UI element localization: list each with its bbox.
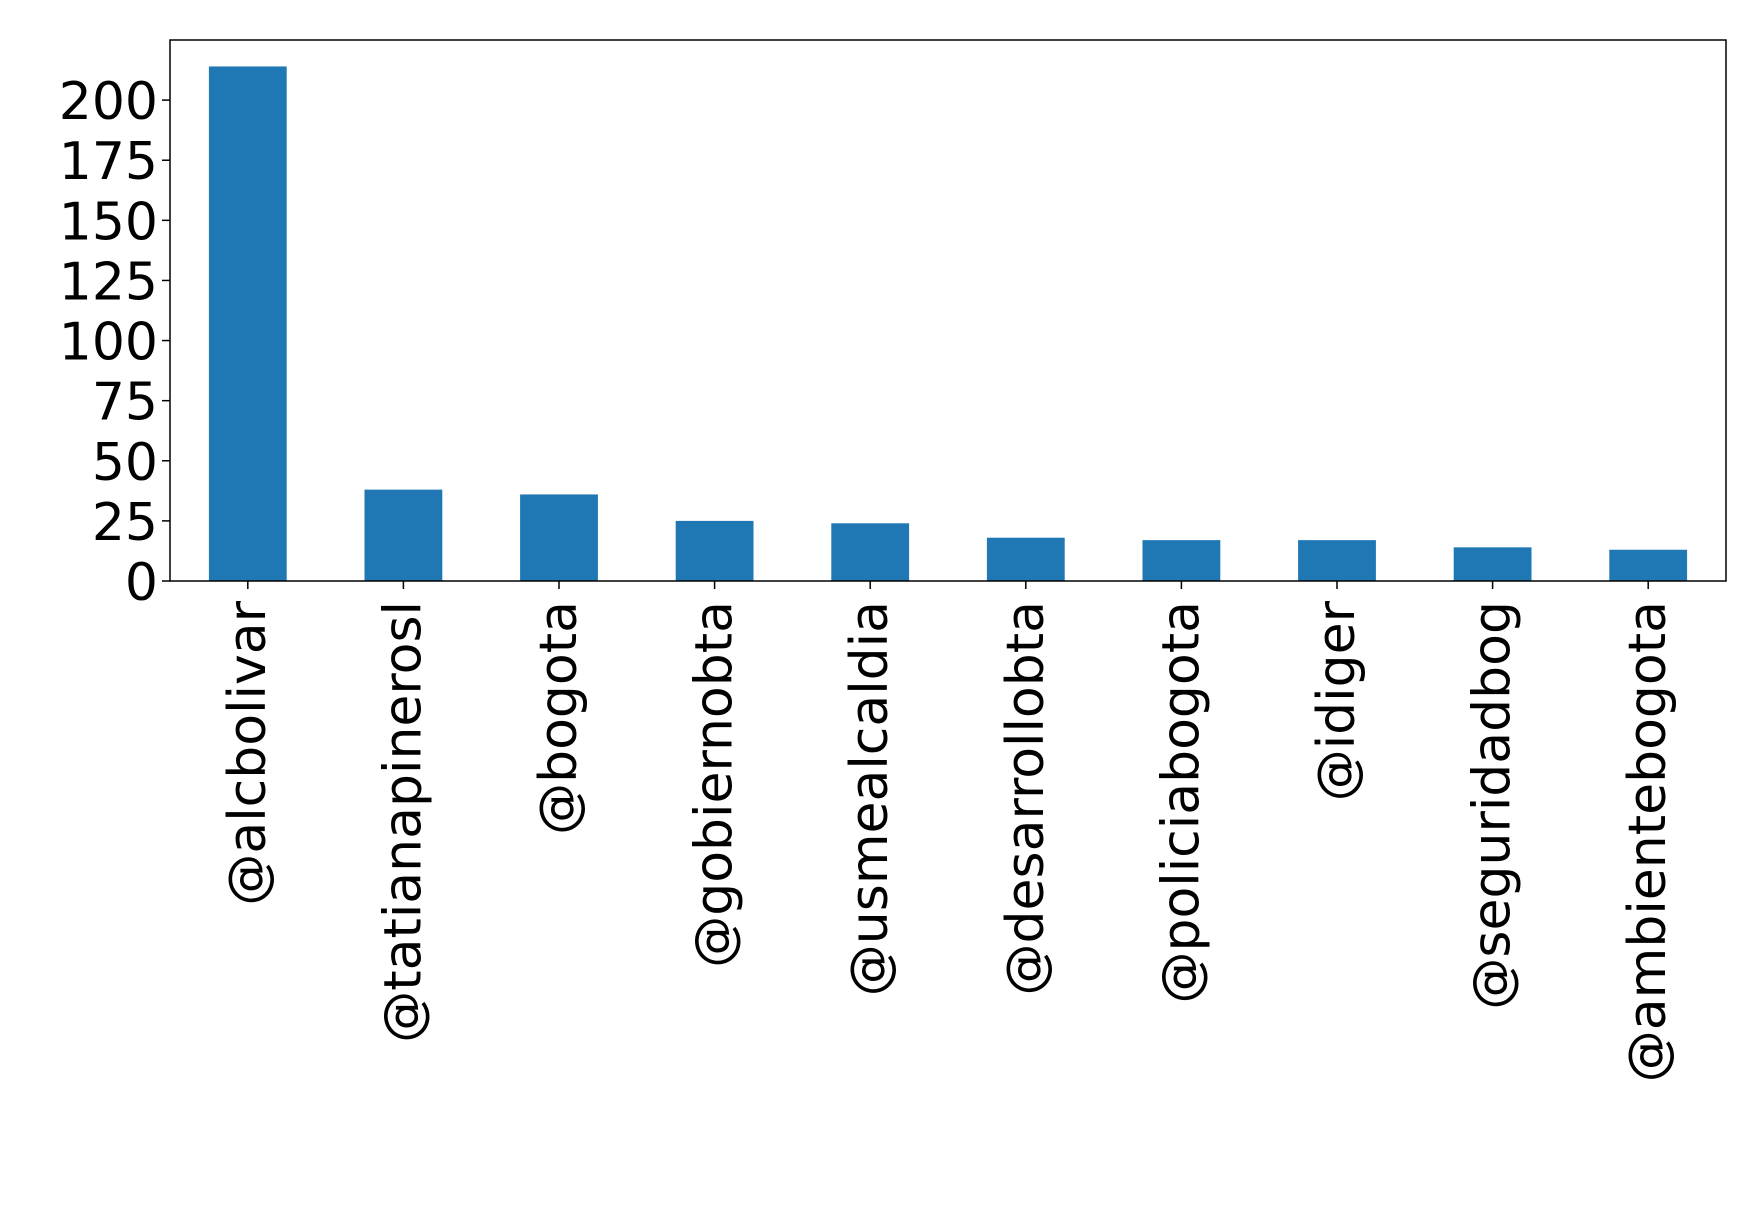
x-tick-label: @idiger bbox=[1307, 600, 1367, 801]
x-tick-label: @usmealcaldia bbox=[840, 601, 900, 996]
x-tick-label: @bogota bbox=[529, 601, 589, 835]
y-tick-label: 50 bbox=[92, 433, 158, 493]
y-tick-label: 75 bbox=[92, 373, 158, 433]
bar-desarrollobta bbox=[986, 537, 1065, 581]
bar-alcbolivar bbox=[208, 66, 287, 581]
y-tick-label: 100 bbox=[59, 313, 158, 373]
x-tick-label: @alcbolivar bbox=[218, 600, 278, 905]
x-tick-label: @desarrollobta bbox=[996, 601, 1056, 995]
x-axis: @alcbolivar @tatianapinerosl @bogota @gobie… bbox=[218, 581, 1678, 1082]
y-tick-label: 150 bbox=[59, 192, 158, 252]
x-tick-label: @policiabogota bbox=[1151, 601, 1211, 1004]
x-tick-label: @tatianapinerosl bbox=[373, 601, 433, 1043]
y-tick-label: 125 bbox=[59, 252, 158, 312]
bars-layer bbox=[208, 66, 1688, 581]
y-tick-label: 0 bbox=[125, 553, 158, 613]
bar-seguridadbog bbox=[1453, 547, 1532, 581]
x-tick-label: @seguridadbog bbox=[1463, 601, 1523, 1010]
y-tick-label: 200 bbox=[59, 72, 158, 132]
y-tick-label: 175 bbox=[59, 132, 158, 192]
bar-ambientebogota bbox=[1609, 549, 1688, 581]
bar-idiger bbox=[1298, 540, 1376, 581]
x-tick-label: @ambientebogota bbox=[1618, 601, 1678, 1082]
bar-bogota bbox=[520, 494, 598, 581]
plot-area-frame bbox=[169, 39, 1727, 582]
bar-gobiernobta bbox=[675, 520, 754, 581]
bar-policiabogota bbox=[1142, 540, 1221, 581]
bar-tatianapinerosl bbox=[364, 489, 443, 581]
x-tick-label: @gobiernobta bbox=[685, 601, 745, 968]
bar-usmealcaldia bbox=[831, 523, 910, 581]
y-tick-label: 25 bbox=[92, 493, 158, 553]
